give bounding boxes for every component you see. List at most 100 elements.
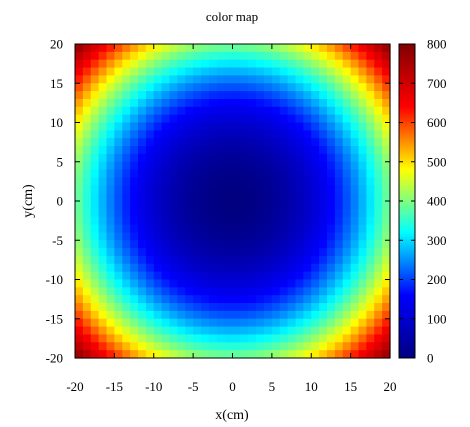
x-tick-label: 15	[344, 379, 357, 394]
heatmap-cell	[327, 146, 336, 155]
heatmap-cell	[201, 75, 210, 84]
heatmap-cell	[201, 185, 210, 194]
heatmap-cell	[114, 169, 123, 179]
colorbar-tick-label: 300	[427, 233, 447, 248]
heatmap-cell	[342, 350, 352, 359]
heatmap-cell	[177, 122, 186, 131]
heatmap-cell	[240, 232, 249, 241]
heatmap-cell	[106, 303, 115, 312]
heatmap-cell	[248, 318, 257, 328]
heatmap-cell	[232, 350, 241, 359]
x-axis-ticks: -20 -15 -10 -5 0 5 10 15 20	[66, 44, 397, 394]
heatmap-cell	[319, 83, 328, 92]
heatmap-cell	[327, 185, 336, 194]
heatmap-cell	[334, 287, 344, 296]
heatmap-cell	[138, 51, 147, 61]
heatmap-cell	[177, 169, 186, 179]
heatmap-cell	[256, 51, 265, 61]
heatmap-cell	[216, 130, 226, 139]
heatmap-cell	[161, 318, 171, 328]
heatmap-cell	[303, 122, 312, 131]
heatmap-cell	[311, 318, 320, 328]
heatmap-cell	[90, 169, 100, 179]
heatmap-cell	[240, 318, 249, 328]
heatmap-cell	[161, 146, 171, 155]
heatmap-cell	[82, 342, 92, 351]
heatmap-cell	[185, 310, 194, 320]
heatmap-cell	[114, 248, 123, 257]
heatmap-cell	[319, 334, 328, 343]
heatmap-cell	[264, 98, 273, 108]
heatmap-cell	[90, 44, 100, 53]
heatmap-cell	[177, 318, 186, 328]
heatmap-cell	[303, 334, 312, 343]
heatmap-cell	[342, 263, 352, 273]
heatmap-cell	[216, 193, 226, 202]
heatmap-cell	[382, 67, 391, 76]
heatmap-cell	[130, 161, 139, 171]
heatmap-cell	[232, 44, 241, 53]
heatmap-cell	[201, 161, 210, 171]
heatmap-cell	[82, 138, 92, 147]
heatmap-cell	[193, 67, 202, 76]
heatmap-cell	[264, 51, 273, 61]
heatmap-cell	[82, 248, 92, 257]
heatmap-cell	[350, 240, 360, 249]
heatmap-cell	[271, 114, 281, 124]
heatmap-cell	[114, 146, 123, 155]
heatmap-cell	[334, 44, 344, 53]
heatmap-cell	[279, 279, 289, 288]
heatmap-cell	[342, 59, 352, 69]
heatmap-cell	[169, 216, 178, 226]
heatmap-cell	[177, 98, 186, 108]
heatmap-cell	[279, 122, 289, 131]
heatmap-cell	[374, 169, 383, 179]
heatmap-cell	[256, 318, 265, 328]
heatmap-cell	[382, 248, 391, 257]
heatmap-cell	[311, 51, 320, 61]
heatmap-cell	[319, 67, 328, 76]
heatmap-cell	[279, 91, 289, 100]
heatmap-cell	[295, 208, 304, 218]
heatmap-cell	[271, 51, 281, 61]
heatmap-cell	[248, 122, 257, 131]
heatmap-cell	[216, 287, 226, 296]
heatmap-cell	[342, 334, 352, 343]
heatmap-cell	[327, 303, 336, 312]
heatmap-cell	[358, 44, 367, 53]
heatmap-cell	[122, 295, 131, 304]
heatmap-cell	[208, 350, 218, 359]
heatmap-cell	[334, 106, 344, 116]
heatmap-cell	[75, 295, 84, 304]
heatmap-cell	[177, 263, 186, 273]
heatmap-cell	[224, 263, 234, 273]
heatmap-cell	[264, 318, 273, 328]
heatmap-cell	[193, 279, 202, 288]
heatmap-cell	[358, 279, 367, 288]
heatmap-cell	[201, 326, 210, 336]
heatmap-cell	[98, 114, 108, 124]
heatmap-cell	[138, 98, 147, 108]
heatmap-cell	[287, 318, 297, 328]
heatmap-cell	[216, 263, 226, 273]
heatmap-cell	[130, 350, 139, 359]
heatmap-cell	[350, 130, 360, 139]
heatmap-cell	[232, 255, 241, 265]
heatmap-cell	[319, 122, 328, 131]
heatmap-cell	[216, 279, 226, 288]
heatmap-cell	[185, 51, 194, 61]
heatmap-cell	[177, 350, 186, 359]
heatmap-cell	[358, 216, 367, 226]
heatmap-cell	[153, 287, 163, 296]
heatmap-cell	[75, 98, 84, 108]
heatmap-cell	[264, 350, 273, 359]
heatmap-cell	[350, 303, 360, 312]
heatmap-cell	[287, 295, 297, 304]
heatmap-cell	[303, 169, 312, 179]
heatmap-cell	[279, 67, 289, 76]
heatmap-cell	[114, 326, 123, 336]
heatmap-cell	[366, 240, 375, 249]
heatmap-cell	[75, 224, 84, 233]
heatmap-cell	[374, 153, 383, 163]
heatmap-cell	[130, 91, 139, 100]
